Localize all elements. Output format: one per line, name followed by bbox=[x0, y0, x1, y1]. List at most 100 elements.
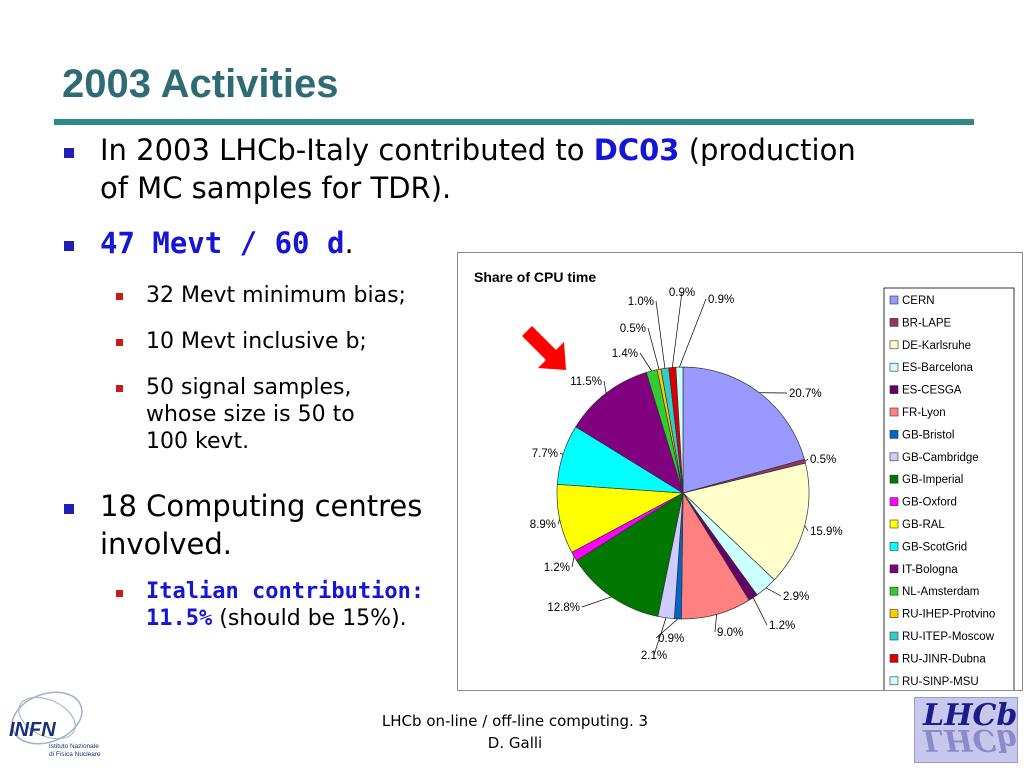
pie-leader-line bbox=[765, 587, 782, 597]
bullet-text: whose size is 50 to bbox=[146, 402, 355, 427]
red-arrow-icon bbox=[522, 326, 566, 370]
slide-title: 2003 Activities bbox=[62, 62, 339, 106]
bullet-centres: 18 Computing centres involved. bbox=[100, 487, 422, 563]
pie-leader-line bbox=[752, 597, 768, 626]
lhcb-logo-text: LHCb bbox=[923, 698, 1018, 733]
legend-label: GB-Bristol bbox=[902, 429, 954, 441]
bullet-text: In 2003 LHCb-Italy contributed to bbox=[100, 133, 585, 167]
legend-swatch bbox=[889, 497, 899, 506]
pie-data-label: 7.7% bbox=[532, 448, 558, 460]
legend-swatch bbox=[889, 362, 899, 372]
legend-swatch bbox=[889, 318, 899, 327]
lhcb-logo: LHCb LHCb bbox=[914, 697, 1018, 763]
pie-data-label: 11.5% bbox=[570, 376, 602, 388]
legend-swatch bbox=[889, 519, 899, 529]
bullet-mevt: 47 Mevt / 60 d. bbox=[100, 224, 354, 262]
legend-label: ES-Barcelona bbox=[902, 362, 974, 374]
legend-label: RU-JINR-Dubna bbox=[902, 653, 986, 665]
bullet-marker bbox=[64, 504, 74, 514]
pie-leader-line bbox=[571, 556, 575, 568]
sub-bullet-marker bbox=[116, 590, 123, 597]
legend-label: GB-Imperial bbox=[902, 474, 963, 486]
bullet-text: . bbox=[344, 226, 354, 260]
pie-data-label: 0.5% bbox=[810, 454, 836, 466]
bullet-text: 18 Computing centres bbox=[100, 489, 423, 523]
legend-swatch bbox=[889, 676, 899, 686]
legend-swatch bbox=[889, 385, 899, 394]
pie-data-label: 20.7% bbox=[789, 388, 822, 400]
bullet-text: 100 kevt. bbox=[146, 429, 250, 454]
pie-leader-line bbox=[714, 614, 717, 633]
pie-data-label: 12.8% bbox=[547, 602, 580, 614]
dc03-highlight: DC03 bbox=[593, 133, 680, 167]
pie-leader-line bbox=[639, 352, 652, 372]
chart-title: Share of CPU time bbox=[474, 269, 596, 285]
sub-bullet-inclusive: 10 Mevt inclusive b; bbox=[146, 329, 367, 354]
bullet-text: involved. bbox=[100, 527, 233, 561]
pie-leader-line bbox=[671, 291, 683, 368]
pie-leader-line bbox=[804, 458, 809, 462]
legend-swatch bbox=[889, 609, 899, 618]
bullet-text: (production bbox=[688, 133, 856, 167]
pie-leader-line bbox=[679, 298, 707, 368]
legend-label: CERN bbox=[902, 295, 935, 307]
pie-data-label: 2.1% bbox=[641, 650, 667, 662]
pie-leader-line bbox=[559, 452, 564, 455]
pie-data-label: 2.9% bbox=[783, 591, 809, 603]
pie-data-label: 15.9% bbox=[810, 526, 843, 538]
legend-swatch bbox=[889, 542, 899, 551]
pie-data-label: 1.2% bbox=[544, 562, 570, 574]
cpu-share-chart: Share of CPU time 20.7% 0.5% 15.9% 2.9% 1.2%… bbox=[457, 252, 1023, 698]
sub-bullet-signal: 50 signal samples, whose size is 50 to 1… bbox=[146, 374, 355, 455]
legend-label: GB-ScotGrid bbox=[902, 541, 967, 553]
italian-contribution-label: Italian contribution: bbox=[146, 579, 425, 604]
pie-data-label: 1.4% bbox=[612, 348, 638, 360]
legend-label: FR-Lyon bbox=[902, 407, 946, 419]
legend-label: BR-LAPE bbox=[902, 317, 952, 329]
pie-data-label: 0.9% bbox=[669, 287, 695, 299]
pie-leader-line bbox=[603, 380, 607, 394]
pie-data-label: 0.5% bbox=[620, 323, 646, 335]
legend-label: ES-CESGA bbox=[902, 385, 962, 397]
sub-bullet-minbias: 32 Mevt minimum bias; bbox=[146, 283, 406, 308]
pie-leader-line bbox=[581, 596, 612, 608]
legend-swatch bbox=[889, 564, 899, 574]
legend-swatch bbox=[889, 430, 899, 439]
pie-data-label: 1.0% bbox=[628, 296, 654, 308]
legend-label: RU-IHEP-Protvino bbox=[902, 609, 995, 621]
sub-bullet-italian: Italian contribution: 11.5% (should be 1… bbox=[146, 578, 424, 632]
infn-logo: INFN Istituto Nazionale di Fisica Nuclea… bbox=[9, 691, 101, 758]
pie-data-label: 1.2% bbox=[769, 620, 795, 632]
pie-leader-line bbox=[557, 519, 561, 525]
pie-data-label: 0.9% bbox=[658, 633, 684, 645]
pie-slice-gb-imperial bbox=[576, 492, 684, 617]
legend-swatch bbox=[889, 474, 899, 484]
legend-swatch bbox=[889, 340, 899, 350]
pie-data-label: 8.9% bbox=[530, 519, 556, 531]
legend-box bbox=[883, 287, 1015, 698]
legend-label: DE-Karlsruhe bbox=[902, 340, 971, 352]
sub-bullet-marker bbox=[116, 293, 123, 300]
bullet-text: 50 signal samples, bbox=[146, 375, 352, 400]
legend-swatch bbox=[889, 295, 899, 305]
pie-leader-line bbox=[655, 618, 679, 639]
legend-swatch bbox=[889, 452, 899, 462]
legend-label: NL-Amsterdam bbox=[902, 586, 979, 598]
infn-logo-sub2: di Fisica Nucleare bbox=[49, 751, 101, 758]
legend-swatch bbox=[889, 631, 899, 641]
italian-percentage: 11.5% bbox=[146, 606, 213, 631]
sub-bullet-marker bbox=[116, 339, 123, 346]
pie-leader-line bbox=[647, 327, 660, 370]
legend-swatch bbox=[889, 654, 899, 663]
mevt-highlight: 47 Mevt / 60 d bbox=[100, 226, 345, 260]
bullet-marker bbox=[64, 241, 74, 251]
pie-chart-svg: Share of CPU time 20.7% 0.5% 15.9% 2.9% 1.2%… bbox=[474, 269, 1015, 698]
legend-label: IT-Bologna bbox=[902, 564, 958, 576]
legend-label: RU-ITEP-Moscow bbox=[902, 631, 995, 643]
slide-footer: LHCb on-line / off-line computing. 3 D. … bbox=[340, 710, 690, 754]
bullet-text: of MC samples for TDR). bbox=[100, 171, 452, 205]
legend-label: GB-RAL bbox=[902, 519, 945, 531]
pie-data-label: 9.0% bbox=[717, 627, 743, 639]
legend-swatch bbox=[889, 407, 899, 417]
sub-bullet-marker bbox=[116, 385, 123, 392]
